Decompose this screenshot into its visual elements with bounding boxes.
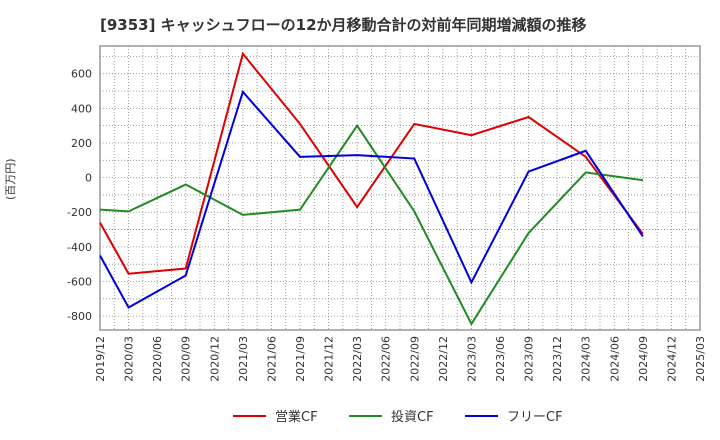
x-tick-label: 2019/12 xyxy=(94,336,107,382)
legend-label: 投資CF xyxy=(391,409,434,425)
y-tick-label: -200 xyxy=(67,206,92,219)
y-tick-label: 200 xyxy=(71,137,92,150)
y-tick-label: -600 xyxy=(67,276,92,289)
x-tick-labels: 2019/12 2020/03 2020/06 2020/09 2020/12 2021/… xyxy=(94,336,707,382)
x-tick-label: 2020/03 xyxy=(123,336,136,382)
series-lines xyxy=(99,51,644,326)
x-tick-label: 2025/03 xyxy=(694,336,707,382)
series-line-投資CF xyxy=(99,123,643,326)
x-tick-label: 2022/06 xyxy=(380,336,393,382)
x-tick-label: 2023/03 xyxy=(465,336,478,382)
x-tick-label: 2021/03 xyxy=(237,336,250,382)
legend-label: フリーCF xyxy=(507,410,563,425)
y-tick-label: -800 xyxy=(67,310,92,323)
x-tick-label: 2021/06 xyxy=(265,336,278,382)
x-tick-label: 2020/09 xyxy=(180,336,193,382)
x-tick-label: 2022/03 xyxy=(351,336,364,382)
x-tick-label: 2020/12 xyxy=(208,336,221,382)
x-tick-label: 2022/09 xyxy=(408,336,421,382)
x-tick-label: 2024/12 xyxy=(665,336,678,382)
chart-title: [9353] キャッシュフローの12か月移動合計の対前年同期増減額の推移 xyxy=(100,16,587,34)
x-tick-label: 2024/03 xyxy=(580,336,593,382)
x-tick-label: 2022/12 xyxy=(437,336,450,382)
x-tick-label: 2021/12 xyxy=(323,336,336,382)
y-tick-label: -400 xyxy=(67,241,92,254)
x-tick-label: 2023/09 xyxy=(523,336,536,382)
x-tick-label: 2024/06 xyxy=(608,336,621,382)
x-tick-label: 2020/06 xyxy=(151,336,164,382)
x-tick-label: 2023/06 xyxy=(494,336,507,382)
x-tick-label: 2021/09 xyxy=(294,336,307,382)
y-tick-label: 600 xyxy=(71,68,92,81)
x-tick-label: 2024/09 xyxy=(637,336,650,382)
series-line-営業CF xyxy=(99,51,644,275)
x-tick-label: 2023/12 xyxy=(551,336,564,382)
y-tick-label: 400 xyxy=(71,102,92,115)
series-line-フリーCF xyxy=(99,89,644,309)
legend-label: 営業CF xyxy=(275,409,318,425)
legend: 営業CF 投資CF フリーCF xyxy=(233,409,563,425)
y-tick-labels: 600 400 200 0 -200 -400 -600 -800 xyxy=(67,68,92,323)
y-tick-label: 0 xyxy=(85,172,92,185)
